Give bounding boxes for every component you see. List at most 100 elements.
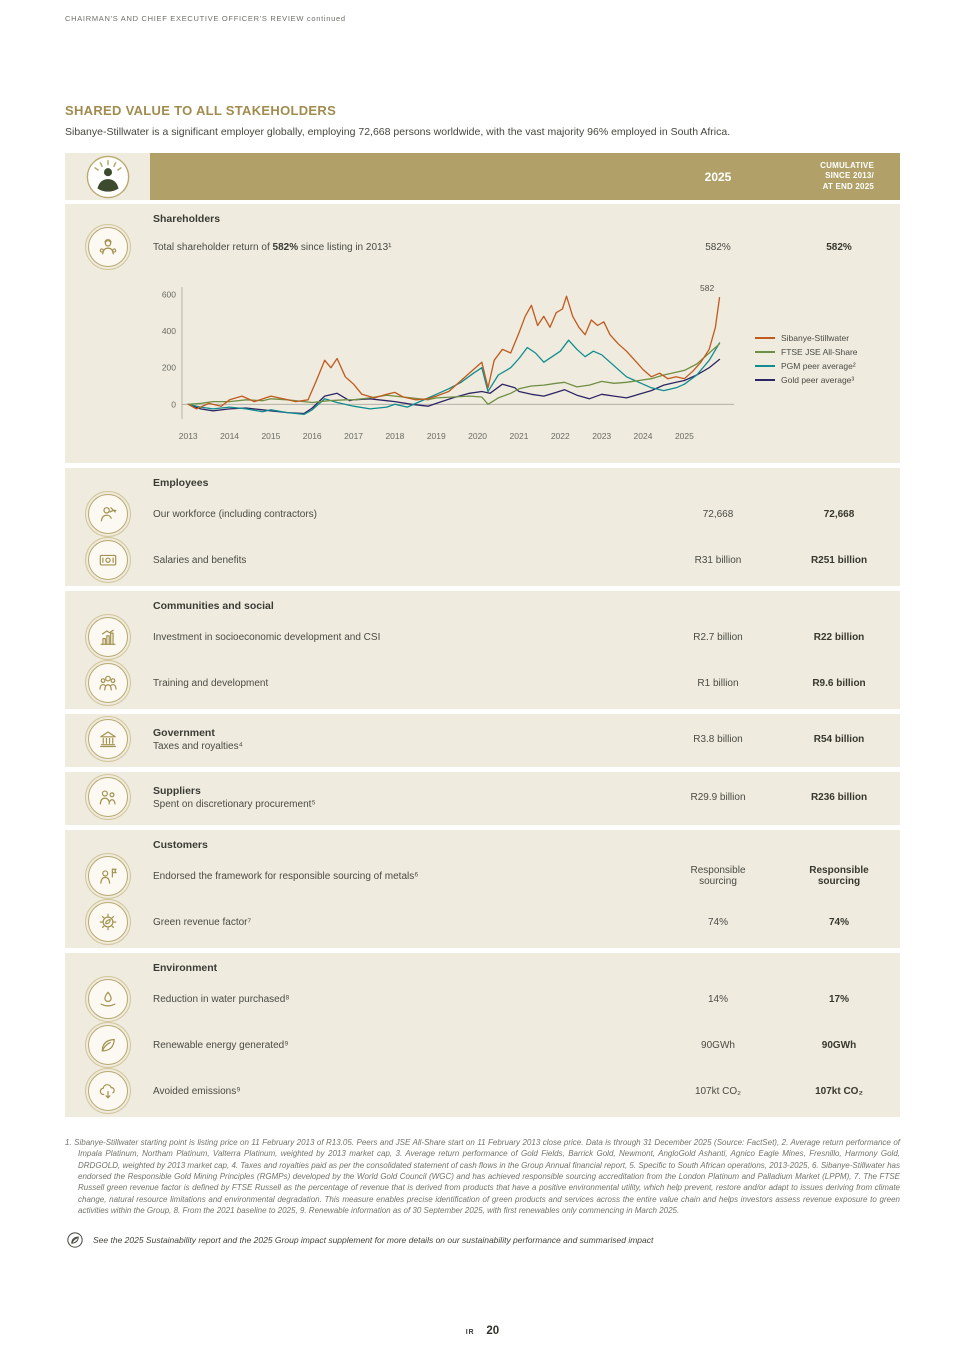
row-value-cumulative: 72,668: [823, 508, 855, 520]
section-communities: Communities and social Investment in soc…: [65, 591, 900, 709]
svg-text:2019: 2019: [427, 431, 446, 441]
svg-text:2014: 2014: [220, 431, 239, 441]
table-header-bar: 2025 CUMULATIVE SINCE 2013/ AT END 2025: [150, 153, 900, 200]
svg-text:2018: 2018: [385, 431, 404, 441]
row-label: Total shareholder return of 582% since l…: [153, 241, 392, 253]
legend-item: Gold peer average³: [755, 375, 858, 385]
tsr-chart: 0 200 400 600 2013 2014 2015 2016 2017 2018 2019 20…: [65, 267, 900, 460]
shareholder-icon: [97, 236, 119, 258]
intro-paragraph: Sibanye-Stillwater is a significant empl…: [65, 126, 731, 138]
legend-item: PGM peer average²: [755, 361, 858, 371]
svg-text:2021: 2021: [510, 431, 529, 441]
svg-text:2025: 2025: [675, 431, 694, 441]
row-label: Green revenue factor⁷: [153, 916, 252, 928]
table-header-row: 2025 CUMULATIVE SINCE 2013/ AT END 2025: [65, 153, 900, 200]
svg-text:400: 400: [162, 326, 176, 336]
row-procurement: Suppliers Spent on discretionary procure…: [65, 772, 900, 822]
section-suppliers: Suppliers Spent on discretionary procure…: [65, 772, 900, 825]
legend-swatch: [755, 351, 775, 353]
row-value-cumulative: R54 billion: [813, 733, 865, 745]
column-header-cumulative: CUMULATIVE SINCE 2013/ AT END 2025: [820, 160, 874, 191]
svg-text:2016: 2016: [303, 431, 322, 441]
row-label: Government Taxes and royalties⁴: [150, 725, 658, 754]
svg-text:2013: 2013: [179, 431, 198, 441]
government-icon: [97, 728, 119, 750]
row-shareholder-return: Total shareholder return of 582% since l…: [65, 224, 900, 270]
row-green-revenue: Green revenue factor⁷ 74% 74%: [65, 899, 900, 945]
svg-text:600: 600: [162, 289, 176, 299]
chart-legend: Sibanye-Stillwater FTSE JSE All-Share PG…: [755, 333, 858, 389]
row-value-2025: 14%: [707, 993, 728, 1005]
row-salaries: Salaries and benefits R31 billion R251 b…: [65, 537, 900, 583]
logo-cell: [65, 153, 150, 200]
row-label: Investment in socioeconomic development …: [153, 631, 381, 643]
svg-text:2017: 2017: [344, 431, 363, 441]
section-employees: Employees Our workforce (including contr…: [65, 468, 900, 586]
row-value-cumulative: Responsible sourcing: [809, 865, 869, 887]
footer-section-label: IR: [465, 1329, 475, 1336]
row-value-2025: 582%: [705, 241, 731, 253]
column-header-2025: 2025: [704, 169, 732, 184]
running-header: CHAIRMAN'S AND CHIEF EXECUTIVE OFFICER'S…: [65, 14, 346, 23]
row-workforce: Our workforce (including contractors) 72…: [65, 491, 900, 537]
row-renewable-energy: Renewable energy generated⁹ 90GWh 90GWh: [65, 1022, 900, 1068]
section-heading: Employees: [153, 477, 209, 489]
page-number: 20: [486, 1325, 500, 1337]
salaries-icon: [97, 549, 119, 571]
row-label: Salaries and benefits: [153, 554, 247, 566]
row-label: Avoided emissions⁹: [153, 1085, 241, 1097]
row-investment: Investment in socioeconomic development …: [65, 614, 900, 660]
footnotes: 1. Sibanye-Stillwater starting point is …: [65, 1138, 900, 1216]
green-revenue-icon: [97, 911, 119, 933]
row-value-cumulative: R9.6 billion: [812, 677, 866, 689]
section-customers: Customers Endorsed the framework for res…: [65, 830, 900, 948]
note-text: See the 2025 Sustainability report and t…: [93, 1234, 654, 1245]
row-value-2025: R31 billion: [694, 554, 742, 566]
row-value-cumulative: 582%: [826, 241, 852, 253]
row-water: Reduction in water purchased⁸ 14% 17%: [65, 976, 900, 1022]
legend-item: FTSE JSE All-Share: [755, 347, 858, 357]
section-heading: Shareholders: [153, 213, 221, 225]
section-environment: Environment Reduction in water purchased…: [65, 953, 900, 1117]
company-logo-icon: [85, 154, 131, 200]
training-icon: [97, 672, 119, 694]
water-icon: [97, 988, 119, 1010]
row-value-cumulative: 74%: [828, 916, 849, 928]
section-heading: Environment: [153, 962, 218, 974]
row-label: Endorsed the framework for responsible s…: [153, 870, 419, 882]
row-label: Renewable energy generated⁹: [153, 1039, 289, 1051]
row-value-2025: 107kt CO₂: [694, 1085, 742, 1097]
section-heading: Suppliers: [153, 784, 201, 797]
page-title: SHARED VALUE TO ALL STAKEHOLDERS: [65, 103, 337, 118]
row-value-2025: R2.7 billion: [693, 631, 743, 643]
row-value-2025: Responsible sourcing: [690, 865, 746, 887]
svg-text:2015: 2015: [261, 431, 280, 441]
page-footer: IR 20: [0, 1325, 965, 1337]
row-label: Reduction in water purchased⁸: [153, 993, 290, 1005]
avoided-emissions-icon: [97, 1080, 119, 1102]
section-government: Government Taxes and royalties⁴ R3.8 bil…: [65, 714, 900, 767]
section-heading: Customers: [153, 839, 208, 851]
row-label: Our workforce (including contractors): [153, 508, 317, 520]
renewable-energy-icon: [97, 1034, 119, 1056]
svg-text:2022: 2022: [551, 431, 570, 441]
legend-swatch: [755, 337, 775, 339]
row-value-cumulative: 90GWh: [821, 1039, 857, 1051]
row-taxes: Government Taxes and royalties⁴ R3.8 bil…: [65, 714, 900, 764]
row-value-2025: 90GWh: [701, 1039, 735, 1051]
legend-swatch: [755, 379, 775, 381]
workforce-icon: [97, 503, 119, 525]
row-value-cumulative: 107kt CO₂: [815, 1085, 863, 1097]
row-label: Training and development: [153, 677, 269, 689]
stakeholder-table: 2025 CUMULATIVE SINCE 2013/ AT END 2025 …: [65, 153, 900, 1117]
row-value-cumulative: R251 billion: [810, 554, 868, 566]
svg-text:2023: 2023: [592, 431, 611, 441]
svg-text:2024: 2024: [634, 431, 653, 441]
row-value-2025: 74%: [707, 916, 728, 928]
row-value-2025: R29.9 billion: [690, 791, 746, 803]
svg-text:2020: 2020: [468, 431, 487, 441]
row-value-2025: 72,668: [702, 508, 734, 520]
sustainability-note: See the 2025 Sustainability report and t…: [65, 1230, 900, 1250]
tsr-chart-svg: 0 200 400 600 2013 2014 2015 2016 2017 2018 2019 20…: [162, 283, 734, 441]
